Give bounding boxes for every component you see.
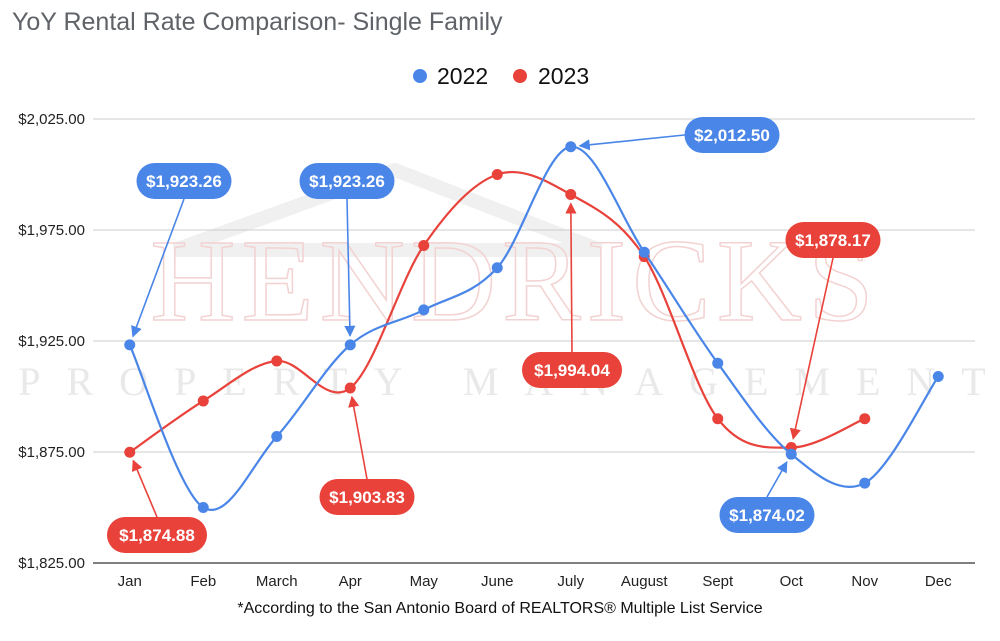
x-tick-label: Nov	[851, 573, 878, 590]
data-label-2022: $1,874.02	[729, 506, 805, 525]
data-point-2022	[565, 141, 577, 153]
callout-arrow-2022	[766, 461, 788, 498]
data-point-2022	[197, 502, 209, 513]
legend-label-2022: 2022	[437, 63, 488, 89]
data-point-2022	[932, 371, 944, 383]
callout-arrow-2023	[565, 202, 577, 353]
callout-box-2022	[684, 117, 780, 153]
data-point-2023	[491, 169, 503, 180]
watermark-line-1: HENDRICKS	[150, 215, 879, 346]
data-label-2023: $1,994.04	[534, 361, 610, 380]
data-point-2023	[271, 355, 283, 367]
x-tick-label: Sept	[702, 573, 734, 590]
x-tick-label: March	[256, 573, 298, 590]
data-point-2022	[859, 477, 871, 489]
callout-box-2022	[719, 497, 815, 533]
x-tick-label: Feb	[190, 573, 216, 590]
callout-arrow-2023	[348, 395, 368, 480]
data-point-2023	[197, 395, 209, 407]
callout-box-2022	[136, 163, 232, 199]
data-label-2022: $1,923.26	[146, 172, 222, 191]
x-tick-label: August	[621, 573, 669, 590]
data-point-2022	[785, 448, 797, 460]
legend-marker-2023	[513, 69, 527, 83]
watermark-logo: HENDRICKS PROPERTY MANAGEMENT	[18, 162, 1000, 404]
series-group	[124, 141, 944, 513]
y-tick-label: $1,925.00	[18, 333, 85, 350]
footnote: *According to the San Antonio Board of R…	[237, 600, 763, 617]
data-label-2022: $1,923.26	[309, 172, 385, 191]
x-tick-label: Dec	[925, 573, 952, 590]
x-tick-label: July	[557, 573, 584, 590]
data-point-2022	[638, 246, 650, 258]
callout-arrow-2022	[344, 198, 356, 337]
data-point-2023	[344, 382, 356, 394]
y-tick-label: $1,875.00	[18, 444, 85, 461]
callout-arrow-2023	[131, 459, 158, 518]
callout-box-2023	[319, 479, 415, 515]
data-point-2023	[712, 413, 724, 425]
callout-arrow-2022	[131, 198, 185, 338]
data-point-2022	[124, 339, 136, 351]
data-point-2023	[418, 240, 430, 252]
grid-lines	[93, 118, 975, 564]
chart-title: YoY Rental Rate Comparison- Single Famil…	[12, 8, 503, 36]
data-point-2022	[271, 430, 283, 442]
y-tick-label: $1,825.00	[18, 555, 85, 572]
callout-box-2023	[785, 222, 881, 258]
x-tick-label: Apr	[339, 573, 362, 590]
callout-box-2022	[299, 163, 395, 199]
data-point-2023	[859, 413, 871, 425]
annotations-group: $1,923.26 $1,923.26 $2,012.50 $1,874.02 $1,8…	[107, 117, 881, 553]
axes: $1,825.00 $1,875.00 $1,925.00 $1,975.00 $2,0…	[18, 111, 952, 590]
x-tick-label: Jan	[118, 573, 142, 590]
data-label-2023: $1,874.88	[119, 526, 195, 545]
data-point-2022	[418, 304, 430, 316]
callout-box-2023	[107, 517, 207, 553]
legend: 2022 2023	[413, 63, 589, 89]
data-point-2022	[344, 339, 356, 351]
y-tick-label: $2,025.00	[18, 111, 85, 128]
legend-marker-2022	[413, 69, 427, 83]
data-point-2022	[491, 262, 503, 274]
data-label-2023: $1,878.17	[795, 231, 871, 250]
watermark-roof	[172, 162, 603, 257]
x-tick-label: May	[410, 573, 439, 590]
callout-box-2023	[522, 352, 622, 388]
data-label-2022: $2,012.50	[694, 126, 770, 145]
data-label-2023: $1,903.83	[329, 488, 405, 507]
legend-label-2023: 2023	[538, 63, 589, 89]
y-tick-label: $1,975.00	[18, 222, 85, 239]
x-tick-label: Oct	[780, 573, 804, 590]
watermark-line-2: PROPERTY MANAGEMENT	[18, 359, 1000, 404]
callout-arrow-2023	[789, 257, 834, 440]
data-point-2023	[565, 188, 577, 200]
callout-arrow-2022	[578, 134, 685, 151]
data-point-2023	[124, 446, 136, 458]
data-point-2022	[712, 357, 724, 369]
x-tick-label: June	[481, 573, 514, 590]
